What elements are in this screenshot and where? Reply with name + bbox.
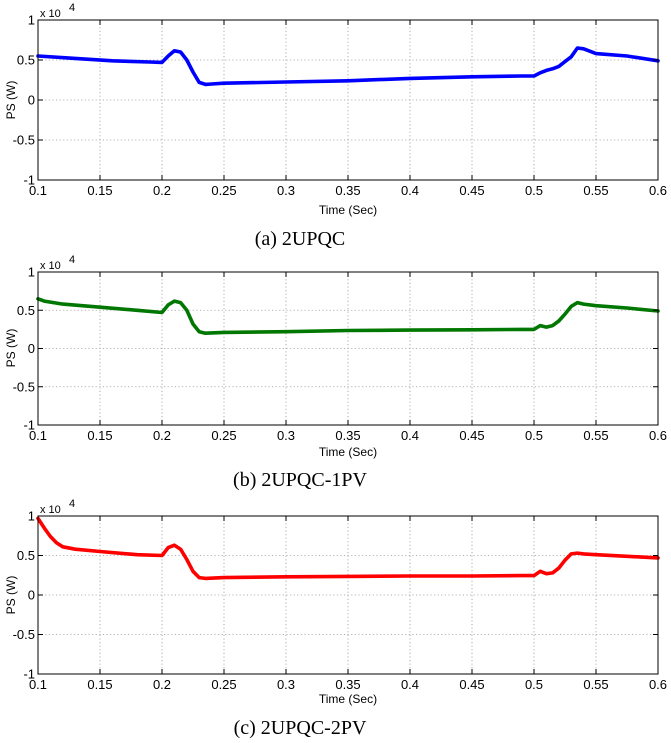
x-tick-label: 0.5: [525, 183, 543, 198]
y-tick-label: 0.5: [17, 548, 35, 563]
panel-caption: (c) 2UPQC-2PV: [234, 717, 367, 738]
y-tick-label: 1: [28, 13, 35, 28]
y-tick-label: -1: [23, 418, 35, 433]
y-multiplier: x 10: [40, 8, 61, 20]
x-tick-label: 0.2: [153, 677, 171, 692]
panel-caption: (a) 2UPQC: [255, 228, 346, 250]
x-tick-label: 0.1: [29, 428, 47, 443]
y-tick-label: 1: [28, 265, 35, 280]
y-axis-label: PS (W): [4, 81, 18, 120]
y-tick-label: 1: [28, 509, 35, 524]
x-tick-label: 0.25: [211, 677, 236, 692]
y-tick-label: 0: [28, 588, 35, 603]
y-tick-label: -0.5: [13, 627, 35, 642]
y-tick-label: 0: [28, 93, 35, 108]
x-tick-label: 0.2: [153, 183, 171, 198]
x-tick-label: 0.4: [401, 428, 419, 443]
x-tick-label: 0.25: [211, 428, 236, 443]
chart-panel-2: 0.1 0.15 0.2 0.25 0.3 0.35 0.4 0.45 0.5 0.55 0.6 -1…: [4, 254, 667, 491]
x-axis-label: Time (Sec): [319, 445, 377, 459]
y-tick-label: -1: [23, 667, 35, 682]
y-tick-label: 0.5: [17, 53, 35, 68]
x-tick-label: 0.5: [525, 428, 543, 443]
x-tick-label: 0.1: [29, 183, 47, 198]
x-tick-label: 0.45: [459, 428, 484, 443]
x-tick-label: 0.15: [87, 428, 112, 443]
y-multiplier-exponent: 4: [69, 2, 75, 14]
chart-panel-3: 0.1 0.15 0.2 0.25 0.3 0.35 0.4 0.45 0.5 0.55 0.6 -1…: [4, 498, 667, 739]
chart-panel-1: 0.1 0.15 0.2 0.25 0.3 0.35 0.4 0.45 0.5 0.55 0.6 -1…: [4, 2, 667, 250]
x-tick-label: 0.3: [277, 428, 295, 443]
x-tick-label: 0.35: [335, 183, 360, 198]
x-tick-label: 0.5: [525, 677, 543, 692]
series-line: [36, 297, 660, 335]
y-multiplier: x 10: [40, 504, 61, 516]
y-axis-label: PS (W): [4, 329, 18, 368]
x-tick-label: 0.4: [401, 183, 419, 198]
x-tick-label: 0.1: [29, 677, 47, 692]
x-tick-label: 0.2: [153, 428, 171, 443]
x-tick-label: 0.35: [335, 677, 360, 692]
x-tick-label: 0.55: [583, 677, 608, 692]
y-tick-label: -0.5: [13, 133, 35, 148]
x-tick-label: 0.3: [277, 183, 295, 198]
x-tick-label: 0.55: [583, 183, 608, 198]
x-tick-label: 0.25: [211, 183, 236, 198]
x-tick-label: 0.35: [335, 428, 360, 443]
y-axis-label: PS (W): [4, 576, 18, 615]
series-line: [36, 46, 660, 87]
x-tick-label: 0.3: [277, 677, 295, 692]
series-line: [36, 516, 660, 581]
x-tick-label: 0.6: [649, 183, 667, 198]
x-tick-label: 0.45: [459, 183, 484, 198]
x-tick-label: 0.4: [401, 677, 419, 692]
x-tick-label: 0.15: [87, 677, 112, 692]
y-multiplier-exponent: 4: [69, 498, 75, 510]
y-multiplier: x 10: [40, 260, 61, 272]
x-tick-label: 0.15: [87, 183, 112, 198]
x-tick-label: 0.6: [649, 677, 667, 692]
y-tick-label: 0: [28, 341, 35, 356]
x-tick-label: 0.55: [583, 428, 608, 443]
x-axis-label: Time (Sec): [319, 203, 377, 217]
panel-caption: (b) 2UPQC-1PV: [233, 469, 367, 491]
y-tick-label: -0.5: [13, 379, 35, 394]
x-axis-label: Time (Sec): [319, 692, 377, 706]
y-multiplier-exponent: 4: [69, 254, 75, 266]
x-tick-label: 0.45: [459, 677, 484, 692]
y-tick-label: 0.5: [17, 303, 35, 318]
y-tick-label: -1: [23, 173, 35, 188]
x-tick-label: 0.6: [649, 428, 667, 443]
